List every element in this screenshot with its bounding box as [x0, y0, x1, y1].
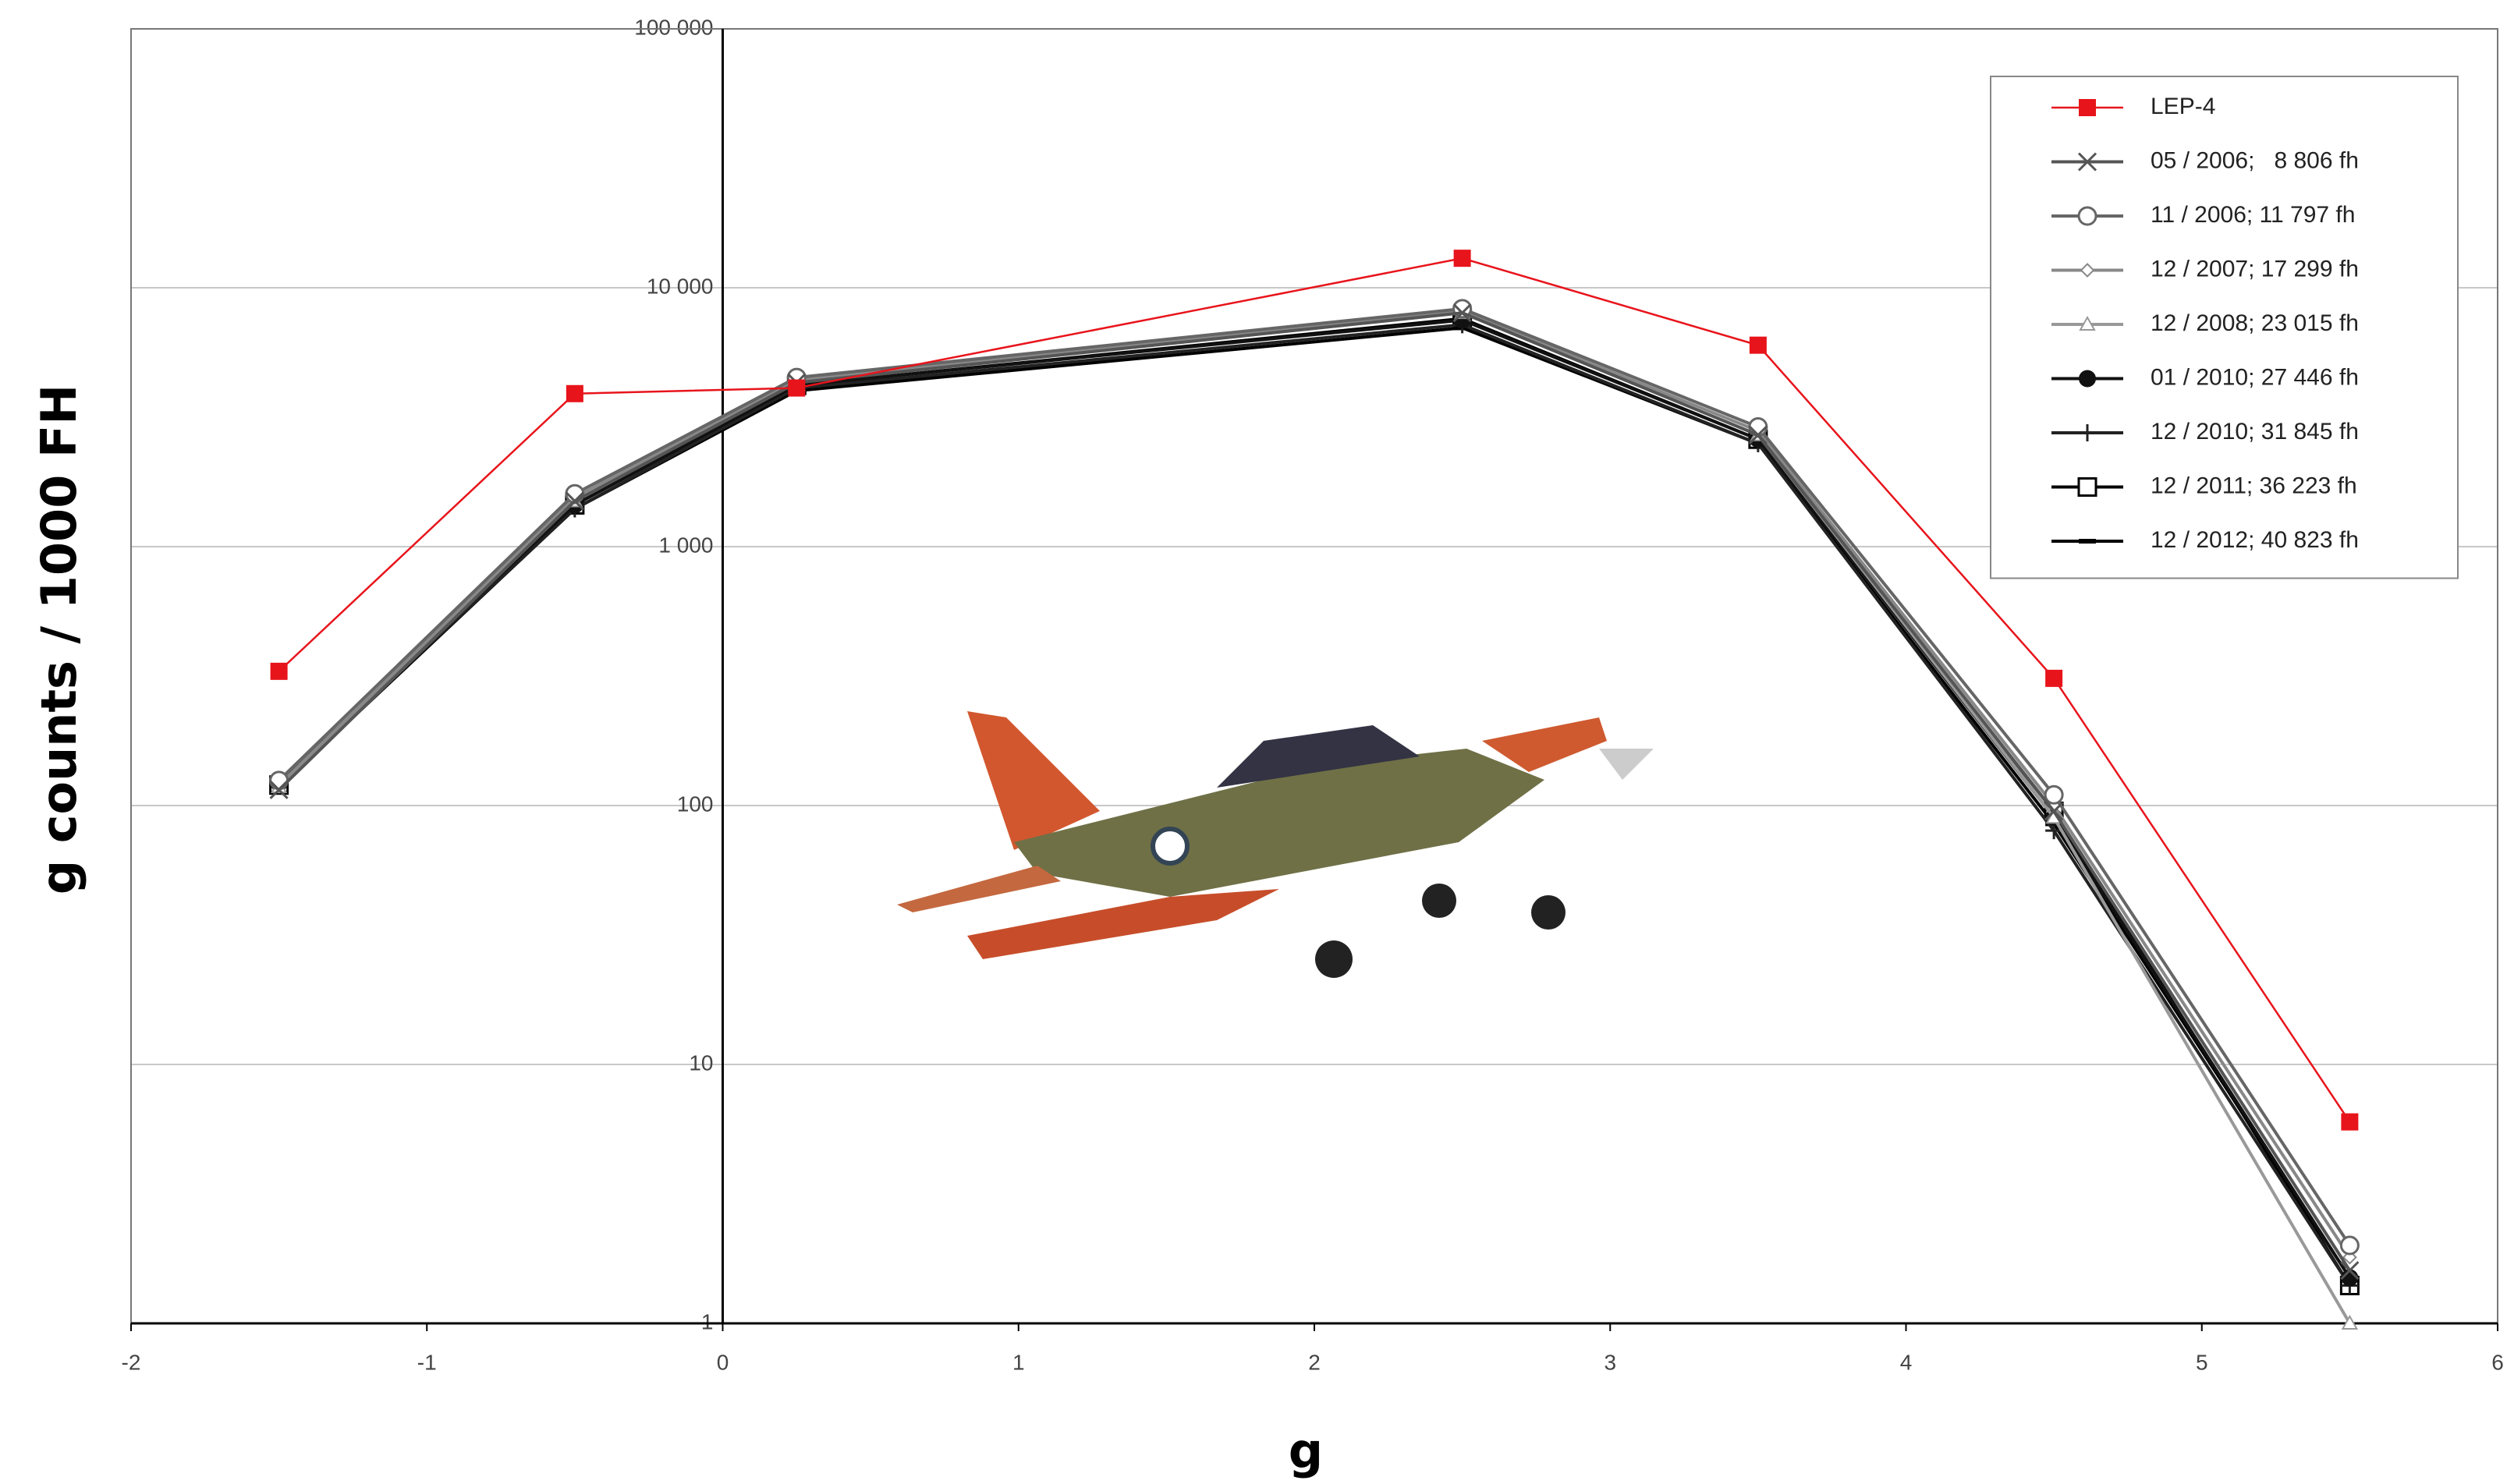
- marker: [2340, 1261, 2360, 1280]
- marker: [2044, 802, 2064, 821]
- airplane-canopy: [1217, 725, 1420, 788]
- marker: [2079, 99, 2096, 116]
- y-tick-label: 1: [701, 1309, 714, 1333]
- marker: [2079, 539, 2096, 544]
- airplane-wheel: [1422, 884, 1456, 918]
- x-tick-label: 3: [1604, 1350, 1616, 1374]
- y-tick-label: 100: [677, 792, 714, 816]
- marker: [2079, 424, 2096, 441]
- y-tick-label: 10: [689, 1050, 713, 1075]
- legend-label: 11 / 2006; 11 797 fh: [2151, 202, 2355, 228]
- marker: [2080, 263, 2095, 278]
- marker: [566, 384, 583, 402]
- marker: [269, 770, 289, 791]
- airplane-roundel: [1151, 827, 1190, 866]
- x-tick-label: 6: [2491, 1350, 2504, 1374]
- airplane-wheel: [1531, 895, 1566, 930]
- y-tick-label: 1 000: [658, 533, 713, 557]
- airplane-wing: [897, 866, 1061, 912]
- legend-label: 12 / 2010; 31 845 fh: [2151, 419, 2359, 444]
- marker: [2077, 477, 2097, 497]
- marker: [1453, 250, 1471, 267]
- marker: [269, 780, 289, 799]
- x-axis-title: g: [1289, 1422, 1323, 1479]
- legend-entry: 01 / 2010; 27 446 fh: [2051, 364, 2359, 390]
- marker: [2079, 315, 2096, 331]
- marker: [1452, 303, 1472, 323]
- legend-entry: LEP-4: [2051, 94, 2215, 119]
- legend-label: 12 / 2011; 36 223 fh: [2151, 473, 2357, 498]
- marker: [2341, 1314, 2359, 1330]
- airplane-wheel: [1315, 940, 1353, 978]
- legend-entry: 12 / 2008; 23 015 fh: [2051, 310, 2359, 336]
- marker: [2045, 669, 2063, 687]
- legend-entry: 12 / 2012; 40 823 fh: [2051, 527, 2359, 553]
- legend-label: 05 / 2006; 8 806 fh: [2151, 147, 2359, 173]
- airplane-fuselage: [1014, 749, 1544, 897]
- y-axis-title: g counts / 1000 FH: [30, 384, 87, 894]
- x-tick-label: 4: [1900, 1350, 1913, 1374]
- x-tick-label: -2: [122, 1350, 141, 1374]
- legend-label: 01 / 2010; 27 446 fh: [2151, 364, 2359, 390]
- airplane-illustration: [897, 711, 1654, 978]
- marker: [2077, 152, 2097, 172]
- y-tick-label: 10 000: [647, 274, 714, 298]
- airplane-propeller: [1599, 749, 1654, 780]
- x-tick-label: 1: [1012, 1350, 1025, 1374]
- marker: [2341, 1113, 2359, 1131]
- marker: [2079, 370, 2096, 388]
- airplane-stripe: [1482, 717, 1607, 772]
- legend-label: 12 / 2012; 40 823 fh: [2151, 527, 2359, 553]
- legend-entry: 05 / 2006; 8 806 fh: [2051, 147, 2359, 173]
- legend: LEP-4 05 / 2006; 8 806 fh 11 / 2006; 11 79…: [1990, 76, 2459, 579]
- x-tick-label: -1: [417, 1350, 437, 1374]
- legend-entry: 11 / 2006; 11 797 fh: [2051, 202, 2355, 228]
- series: [269, 303, 2360, 1280]
- legend-entry: 12 / 2011; 36 223 fh: [2051, 473, 2357, 498]
- legend-entry: 12 / 2010; 31 845 fh: [2051, 419, 2359, 444]
- marker: [2339, 1235, 2360, 1256]
- marker: [788, 379, 806, 397]
- legend-entry: 12 / 2007; 17 299 fh: [2051, 256, 2359, 282]
- marker: [1748, 425, 1768, 444]
- marker: [565, 491, 584, 511]
- airplane-wing: [967, 889, 1279, 959]
- legend-label: LEP-4: [2151, 94, 2215, 119]
- marker: [270, 662, 288, 680]
- y-tick-label: 100 000: [634, 15, 713, 39]
- legend-label: 12 / 2008; 23 015 fh: [2151, 310, 2359, 336]
- legend-label: 12 / 2007; 17 299 fh: [2151, 256, 2359, 282]
- airplane-tail: [967, 711, 1100, 850]
- x-tick-label: 5: [2196, 1350, 2208, 1374]
- x-tick-label: 2: [1308, 1350, 1321, 1374]
- series: [270, 250, 2359, 1131]
- marker: [1749, 336, 1767, 354]
- x-tick-label: 0: [717, 1350, 729, 1374]
- marker: [2044, 785, 2064, 805]
- legend-box: [1990, 76, 2459, 579]
- marker: [2077, 206, 2097, 226]
